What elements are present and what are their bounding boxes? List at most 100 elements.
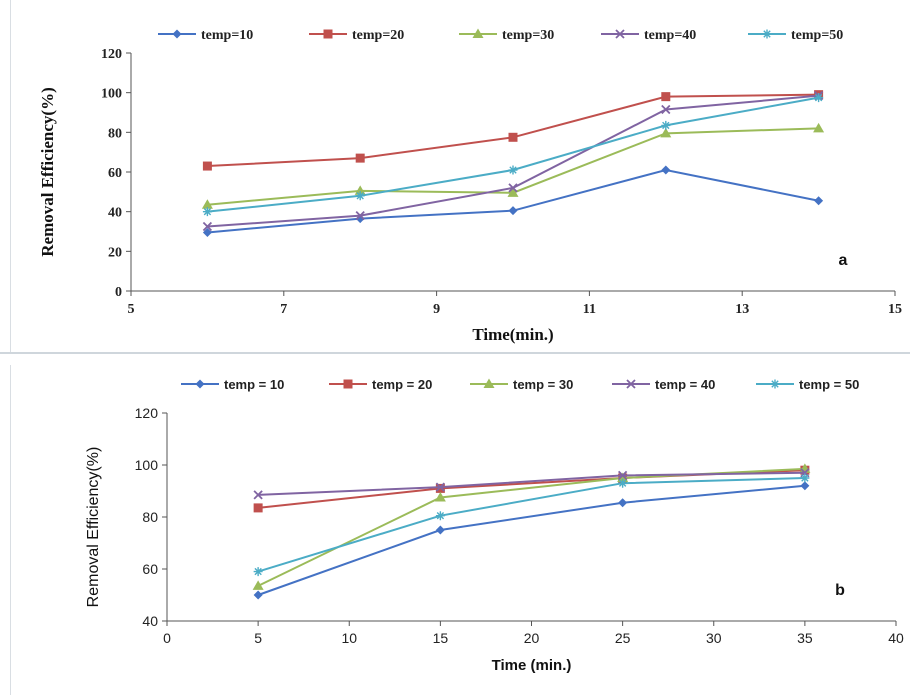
legend-entry: temp = 10 bbox=[181, 377, 284, 392]
data-point bbox=[814, 196, 824, 206]
x-tick-label: 10 bbox=[341, 630, 357, 646]
y-tick-label: 100 bbox=[135, 457, 159, 473]
data-point bbox=[253, 567, 263, 577]
legend-marker bbox=[472, 28, 484, 38]
x-tick-label: 7 bbox=[280, 302, 287, 317]
y-tick-label: 60 bbox=[142, 561, 158, 577]
legend-entry: temp=40 bbox=[601, 28, 696, 43]
legend-marker bbox=[343, 379, 353, 389]
legend-entry: temp = 50 bbox=[756, 377, 859, 392]
data-point bbox=[508, 132, 518, 142]
legend-entry: temp = 40 bbox=[612, 377, 715, 392]
data-point bbox=[814, 93, 824, 103]
legend-label: temp = 50 bbox=[799, 377, 859, 392]
data-point bbox=[252, 580, 264, 590]
data-point bbox=[253, 490, 263, 500]
data-point bbox=[253, 503, 263, 513]
chart-a-svg: 0 20 40 60 80 100 120 5 7 9 11 13 15 Time(min.) Remova… bbox=[38, 28, 902, 344]
data-point bbox=[355, 153, 365, 163]
panel-letter: b bbox=[835, 582, 845, 599]
data-point bbox=[202, 221, 213, 232]
y-axis-label: Removal Efficiency(%) bbox=[85, 447, 102, 608]
legend-entry: temp=30 bbox=[459, 28, 554, 43]
data-point bbox=[661, 92, 671, 102]
series-temp40 bbox=[253, 468, 810, 500]
data-point bbox=[435, 483, 445, 493]
data-point bbox=[661, 165, 671, 175]
legend-label: temp=40 bbox=[644, 28, 696, 43]
data-point bbox=[202, 161, 212, 171]
data-point bbox=[508, 165, 518, 175]
legend-label: temp=10 bbox=[201, 28, 253, 43]
x-tick-label: 25 bbox=[615, 630, 631, 646]
data-point bbox=[435, 482, 446, 492]
x-tick-label: 13 bbox=[735, 302, 749, 317]
x-tick-label: 5 bbox=[128, 302, 135, 317]
legend-marker bbox=[323, 29, 333, 39]
y-tick-label: 40 bbox=[108, 206, 122, 221]
y-tick-label: 80 bbox=[142, 509, 158, 525]
data-point bbox=[800, 473, 810, 483]
data-point bbox=[661, 104, 671, 115]
data-point bbox=[660, 127, 672, 138]
data-point bbox=[618, 498, 628, 508]
x-tick-label: 15 bbox=[888, 302, 902, 317]
y-axis-label: Removal Efficiency(%) bbox=[38, 87, 57, 256]
data-point bbox=[508, 206, 518, 216]
legend-label: temp = 40 bbox=[655, 377, 715, 392]
x-tick-label: 11 bbox=[583, 302, 596, 317]
chart-panel-a: 0 20 40 60 80 100 120 5 7 9 11 13 15 Time(min.) Remova… bbox=[0, 0, 910, 354]
legend-marker bbox=[762, 29, 772, 39]
data-point bbox=[355, 191, 365, 201]
legend-entry: temp=50 bbox=[748, 28, 843, 43]
series-line bbox=[257, 477, 805, 573]
series-temp10 bbox=[202, 165, 824, 237]
x-axis-label: Time (min.) bbox=[492, 657, 572, 674]
data-point bbox=[507, 187, 519, 197]
panel-left-rule bbox=[10, 365, 11, 695]
y-tick-label: 80 bbox=[108, 126, 122, 141]
legend-marker bbox=[172, 29, 182, 39]
series-line bbox=[257, 467, 805, 587]
legend-label: temp = 20 bbox=[372, 377, 432, 392]
y-tick-label: 120 bbox=[135, 405, 159, 421]
legend-label: temp=30 bbox=[502, 28, 554, 43]
data-point bbox=[253, 590, 263, 600]
series-temp10 bbox=[253, 481, 810, 600]
data-point bbox=[435, 525, 445, 535]
y-tick-label: 60 bbox=[108, 166, 122, 181]
series-line bbox=[257, 484, 805, 596]
x-tick-label: 20 bbox=[524, 630, 540, 646]
x-tick-label: 35 bbox=[797, 630, 813, 646]
y-tick-label: 40 bbox=[142, 613, 158, 629]
x-tick-label: 40 bbox=[888, 630, 904, 646]
series-temp40 bbox=[202, 91, 824, 232]
y-tick-label: 20 bbox=[108, 245, 122, 260]
legend-label: temp=20 bbox=[352, 28, 404, 43]
legend-marker bbox=[483, 378, 495, 388]
data-point bbox=[435, 511, 445, 521]
x-tick-label: 5 bbox=[254, 630, 262, 646]
x-axis-label: Time(min.) bbox=[472, 325, 553, 344]
legend-entry: temp=10 bbox=[158, 28, 253, 43]
legend-label: temp = 30 bbox=[513, 377, 573, 392]
legend-marker bbox=[770, 379, 780, 389]
legend-label: temp = 10 bbox=[224, 377, 284, 392]
data-point bbox=[661, 120, 671, 130]
legend-marker bbox=[626, 379, 636, 389]
data-point bbox=[800, 481, 810, 491]
data-point bbox=[201, 199, 213, 209]
series-line bbox=[258, 471, 805, 496]
data-point bbox=[434, 492, 446, 502]
series-line bbox=[258, 469, 805, 509]
panel-left-rule bbox=[10, 0, 11, 352]
data-point bbox=[508, 183, 518, 193]
data-point bbox=[618, 478, 628, 488]
legend-marker bbox=[195, 379, 205, 389]
legend-label: temp=50 bbox=[791, 28, 843, 43]
series-temp50 bbox=[253, 473, 810, 577]
chart-b-svg: 40 60 80 100 120 0 5 10 15 20 25 30 35 40 Time (min.) R… bbox=[85, 377, 904, 674]
panel-letter: a bbox=[839, 252, 848, 269]
data-point bbox=[617, 470, 628, 481]
x-tick-label: 15 bbox=[433, 630, 449, 646]
